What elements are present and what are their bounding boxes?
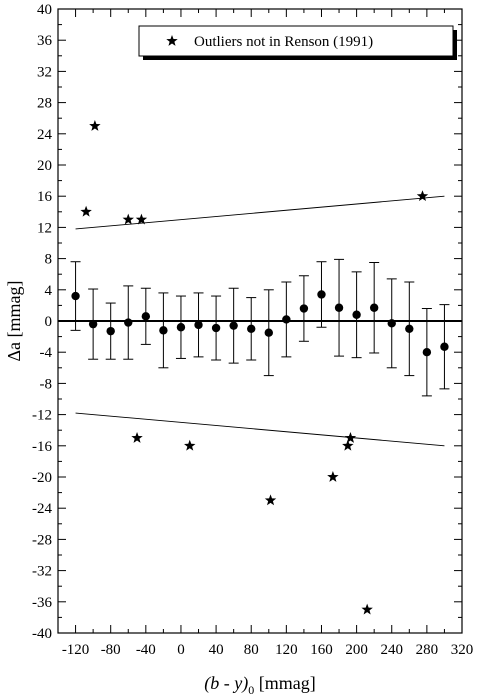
mean-point: [88, 319, 98, 329]
y-tick-label: -20: [32, 470, 52, 486]
mean-point: [317, 290, 326, 299]
mean-point: [387, 319, 396, 328]
x-tick-label: 160: [310, 642, 333, 658]
y-tick-label: -32: [32, 564, 52, 580]
axes: -120 -80 -40 0 40 80 120 160 200 240 280 320-40-36-…: [32, 2, 473, 658]
x-axis-label: (b - y)0 [mmag]: [204, 673, 315, 697]
y-tick-label: 40: [37, 2, 52, 18]
mean-point: [124, 318, 133, 327]
y-tick-label: 16: [37, 189, 53, 205]
outlier-star: [89, 120, 101, 131]
mean-point: [211, 323, 221, 333]
outlier-star: [135, 213, 148, 225]
x-tick-label: 240: [380, 642, 403, 658]
legend-box: [138, 25, 454, 57]
y-tick-label: -4: [40, 345, 53, 361]
mean-point: [405, 324, 414, 333]
mean-point: [282, 315, 291, 324]
mean-point: [264, 328, 273, 337]
reference-lines: [58, 195, 462, 447]
y-tick-label: 20: [37, 158, 52, 174]
mean-point: [440, 342, 449, 351]
outlier-star: [122, 213, 134, 225]
upper-envelope-line: [75, 195, 445, 230]
outlier-star: [416, 190, 429, 202]
outlier-star: [131, 432, 143, 443]
mean-point: [369, 303, 379, 312]
y-tick-label: 4: [45, 283, 53, 299]
mean-point: [422, 348, 432, 357]
outlier-star: [342, 439, 354, 451]
outlier-star: [184, 439, 196, 451]
y-tick-label: -12: [32, 408, 52, 424]
outlier-star: [344, 432, 357, 443]
legend-label: Outliers not in Renson (1991): [194, 34, 373, 50]
y-tick-label: -28: [32, 532, 52, 548]
mean-point: [141, 312, 151, 321]
mean-point: [247, 324, 256, 333]
outlier-star: [80, 205, 92, 217]
binned-mean-points: [71, 290, 449, 357]
outlier-points: [80, 120, 429, 615]
mean-point: [71, 291, 80, 301]
lower-envelope-line: [75, 412, 445, 447]
outlier-star: [327, 471, 339, 482]
outlier-star: [264, 494, 277, 506]
y-tick-label: -36: [32, 595, 52, 611]
y-tick-label: 24: [37, 127, 53, 143]
y-tick-label: 28: [37, 96, 52, 112]
y-tick-label: 12: [37, 220, 52, 236]
mean-point: [352, 310, 361, 319]
mean-point: [334, 303, 344, 312]
legend-star-icon: [166, 35, 178, 46]
y-tick-label: -16: [32, 439, 52, 455]
x-tick-label: 0: [177, 642, 185, 658]
x-tick-label: 280: [416, 642, 439, 658]
x-tick-label: -120: [62, 642, 90, 658]
x-tick-label: 40: [209, 642, 224, 658]
x-tick-label: 120: [275, 642, 298, 658]
y-axis-label: Δa [mmag]: [4, 280, 24, 361]
outlier-star: [361, 603, 373, 615]
x-tick-label: -80: [101, 642, 121, 658]
axis-labels: (b - y)0 [mmag] Δa [mmag]: [4, 280, 316, 697]
mean-point: [159, 326, 168, 335]
y-tick-label: 32: [37, 64, 52, 80]
mean-point: [106, 326, 115, 336]
x-tick-label: 320: [451, 642, 474, 658]
y-tick-label: 8: [45, 252, 53, 268]
x-tick-label: 200: [345, 642, 368, 658]
legend: Outliers not in Renson (1991): [138, 25, 457, 60]
mean-point: [229, 321, 238, 330]
y-tick-label: -40: [32, 626, 52, 642]
y-tick-label: -24: [32, 501, 52, 517]
mean-point: [194, 320, 203, 330]
y-tick-label: 0: [45, 314, 53, 330]
x-tick-label: 80: [244, 642, 259, 658]
mean-point: [299, 304, 309, 313]
y-tick-label: -8: [40, 376, 53, 392]
x-tick-label: -40: [136, 642, 156, 658]
error-bars: [70, 258, 450, 397]
y-tick-label: 36: [37, 33, 53, 49]
mean-point: [176, 323, 186, 332]
